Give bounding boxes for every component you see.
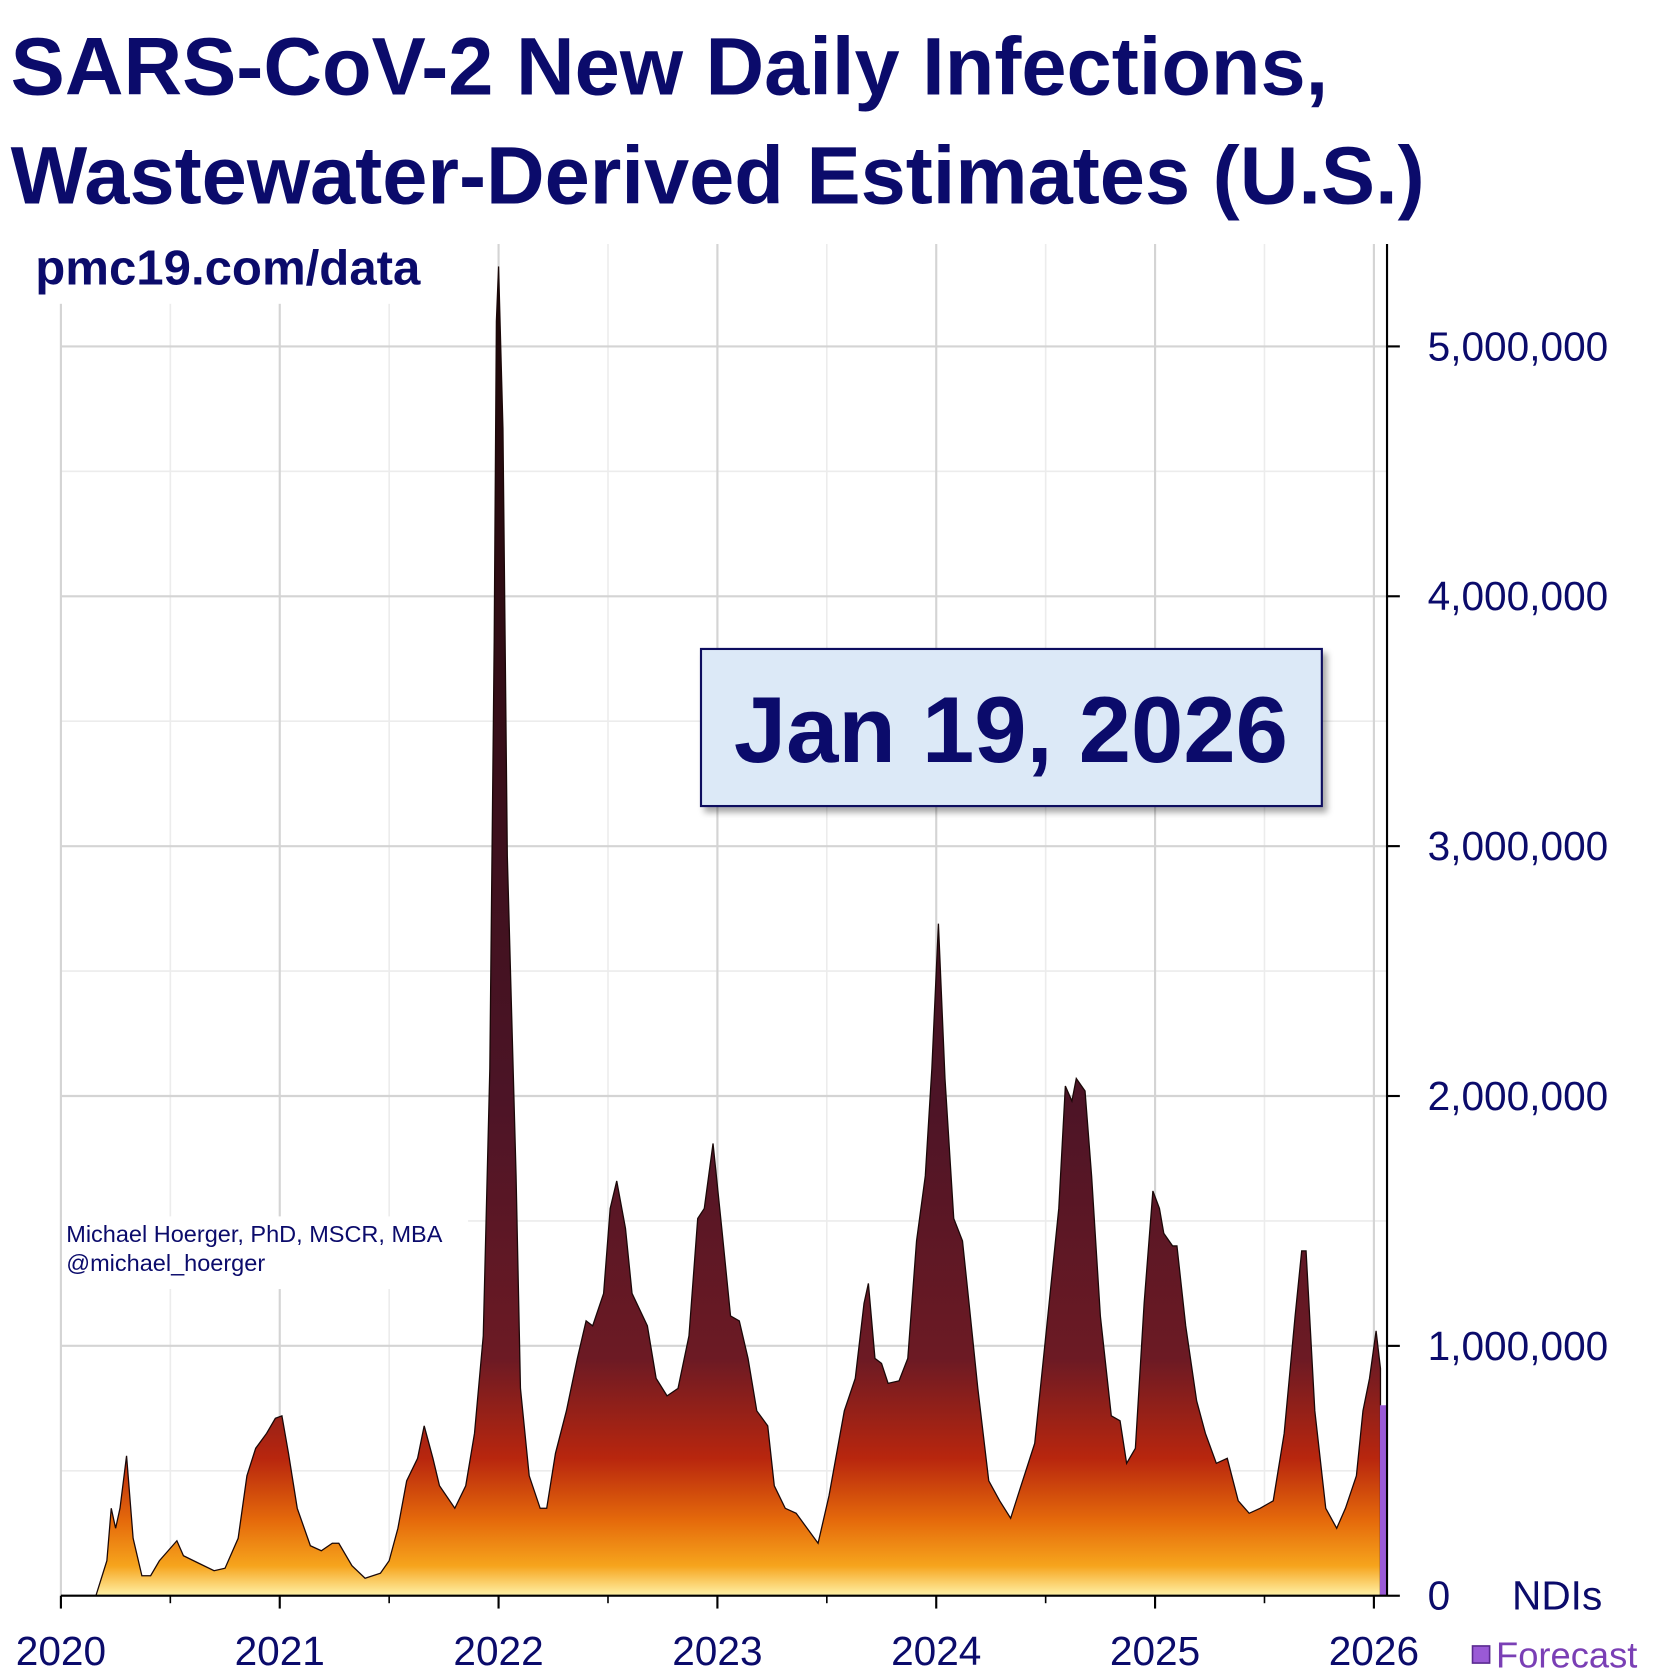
annotation-background <box>61 1216 469 1290</box>
x-tick-label: 2024 <box>891 1628 981 1673</box>
y-tick-label: 0 <box>1428 1573 1451 1619</box>
legend-swatch <box>1471 1645 1491 1664</box>
x-tick-label: 2020 <box>16 1628 106 1673</box>
chart-title: SARS-CoV-2 New Daily Infections, <box>11 21 1329 112</box>
legend-label: Forecast <box>1496 1634 1637 1673</box>
y-axis-label: NDIs <box>1512 1573 1602 1619</box>
subtitle-background <box>0 243 462 304</box>
x-tick-label: 2023 <box>672 1628 762 1673</box>
x-tick-label: 2022 <box>453 1628 543 1673</box>
y-tick-label: 3,000,000 <box>1428 823 1609 869</box>
area <box>95 266 1382 1597</box>
y-tick-label: 4,000,000 <box>1428 573 1609 619</box>
axes: 0 1,000,000 2,000,000 3,000,000 4,000,000 5,0… <box>16 243 1637 1673</box>
y-tick-label: 5,000,000 <box>1428 323 1609 369</box>
x-tick-label: 2026 <box>1329 1628 1419 1673</box>
annotation: Michael Hoerger, PhD, MSCR, MBA <box>66 1221 442 1247</box>
chart-title: Wastewater-Derived Estimates (U.S.) <box>11 130 1425 221</box>
x-tick-label: 2021 <box>235 1628 325 1673</box>
annotation: @michael_hoerger <box>66 1250 265 1276</box>
x-tick-label: 2025 <box>1110 1628 1200 1673</box>
date-box <box>699 647 1323 808</box>
chart-subtitle: pmc19.com/data <box>35 242 421 296</box>
y-tick-label: 2,000,000 <box>1428 1073 1609 1119</box>
marks <box>95 266 1388 1597</box>
date-label: Jan 19, 2026 <box>734 677 1288 782</box>
y-tick-label: 1,000,000 <box>1428 1323 1609 1369</box>
